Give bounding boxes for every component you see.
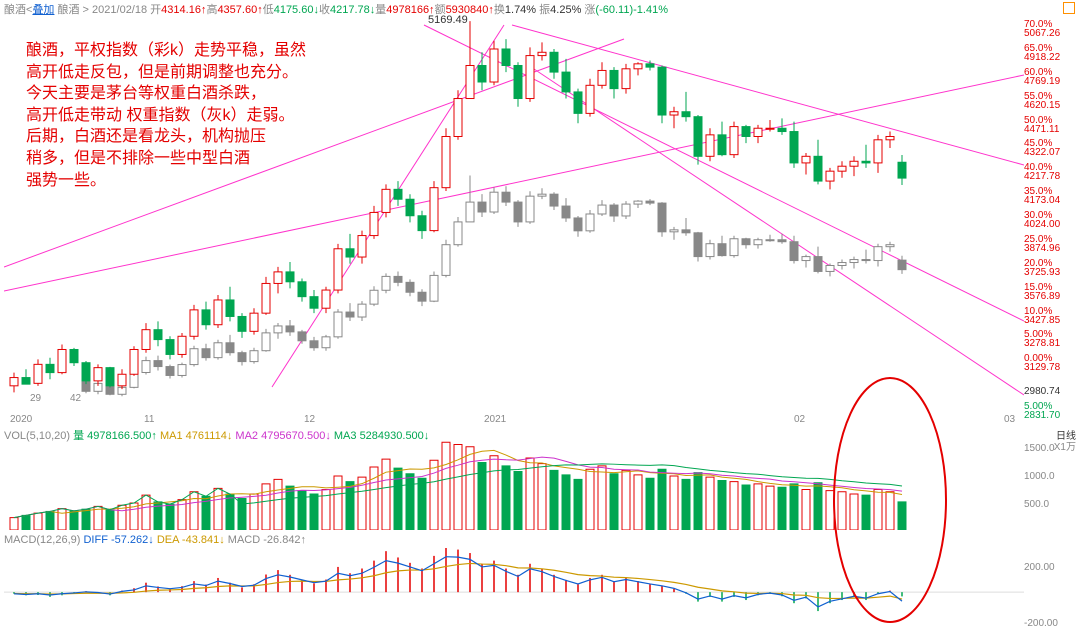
volume-unit-label: X1万 (1054, 438, 1076, 453)
time-axis: 2020111220210203 (4, 414, 1024, 426)
svg-text:5169.49: 5169.49 (428, 15, 468, 26)
macd-chart[interactable] (4, 548, 1024, 630)
svg-text:29: 29 (30, 393, 42, 404)
macd-header: MACD(12,26,9) DIFF -57.262↓ DEA -43.841↓… (4, 534, 306, 546)
volume-chart[interactable] (4, 440, 1024, 530)
svg-text:42: 42 (70, 393, 82, 404)
corner-indicator (1063, 2, 1075, 14)
price-chart[interactable]: 5169.49 29 42 (4, 15, 1024, 413)
